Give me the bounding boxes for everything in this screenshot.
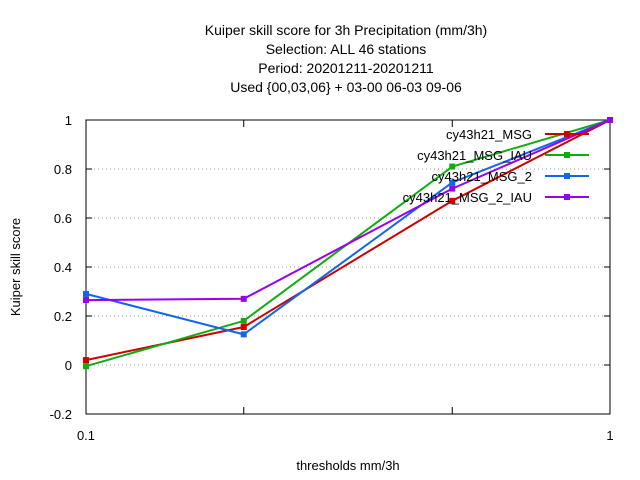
x-axis-label: thresholds mm/3h <box>296 458 399 473</box>
chart-title: Kuiper skill score for 3h Precipitation … <box>205 22 487 95</box>
series-line <box>85 119 611 302</box>
data-point <box>240 317 247 324</box>
y-tick-label: 0.4 <box>54 260 72 275</box>
y-tick-label: 0.6 <box>54 211 72 226</box>
x-tick-label: 1 <box>606 428 613 443</box>
axis-ticks: -0.2 0 0.2 0.4 0.6 0.8 1 0.1 1 <box>50 113 614 443</box>
series-cy43h21_MSG_2 <box>83 117 613 338</box>
legend-marker <box>564 152 570 158</box>
data-point <box>449 163 456 170</box>
y-tick-label: 0 <box>65 358 72 373</box>
title-line: Selection: ALL 46 stations <box>266 41 427 57</box>
title-line: Period: 20201211-20201211 <box>258 60 434 76</box>
legend-marker <box>564 194 570 200</box>
series-line <box>85 119 611 336</box>
grid-lines <box>86 168 610 366</box>
data-point <box>83 363 89 370</box>
title-line: Kuiper skill score for 3h Precipitation … <box>205 22 487 38</box>
data-point <box>449 185 456 192</box>
data-point <box>240 324 247 331</box>
y-tick-label: -0.2 <box>50 407 72 422</box>
legend-marker <box>564 173 570 179</box>
y-tick-label: 0.2 <box>54 309 72 324</box>
legend: cy43h21_MSG cy43h21_MSG_IAU cy43h21_MSG_2c… <box>403 127 589 205</box>
legend-marker <box>564 131 570 137</box>
data-point <box>83 290 89 297</box>
legend-label: cy43h21_MSG <box>446 127 532 142</box>
legend-label: cy43h21_MSG_IAU <box>417 148 532 163</box>
data-point <box>83 297 89 304</box>
legend-label: cy43h21_MSG_2_IAU <box>403 190 532 205</box>
legend-label: cy43h21_MSG_2 <box>432 169 532 184</box>
data-point <box>240 331 247 338</box>
plot-frame <box>85 119 611 415</box>
x-tick-label: 0.1 <box>77 428 95 443</box>
data-point <box>607 117 613 123</box>
series-cy43h21_MSG_2_IAU <box>83 117 613 304</box>
y-tick-label: 1 <box>65 113 72 128</box>
data-point <box>449 197 456 204</box>
y-tick-label: 0.8 <box>54 162 72 177</box>
title-line: Used {00,03,06} + 03-00 06-03 09-06 <box>230 79 462 95</box>
series-layer <box>83 117 613 370</box>
data-point <box>449 179 456 186</box>
data-point <box>240 295 247 302</box>
data-point <box>83 357 89 364</box>
y-axis-label: Kuiper skill score <box>8 218 23 316</box>
